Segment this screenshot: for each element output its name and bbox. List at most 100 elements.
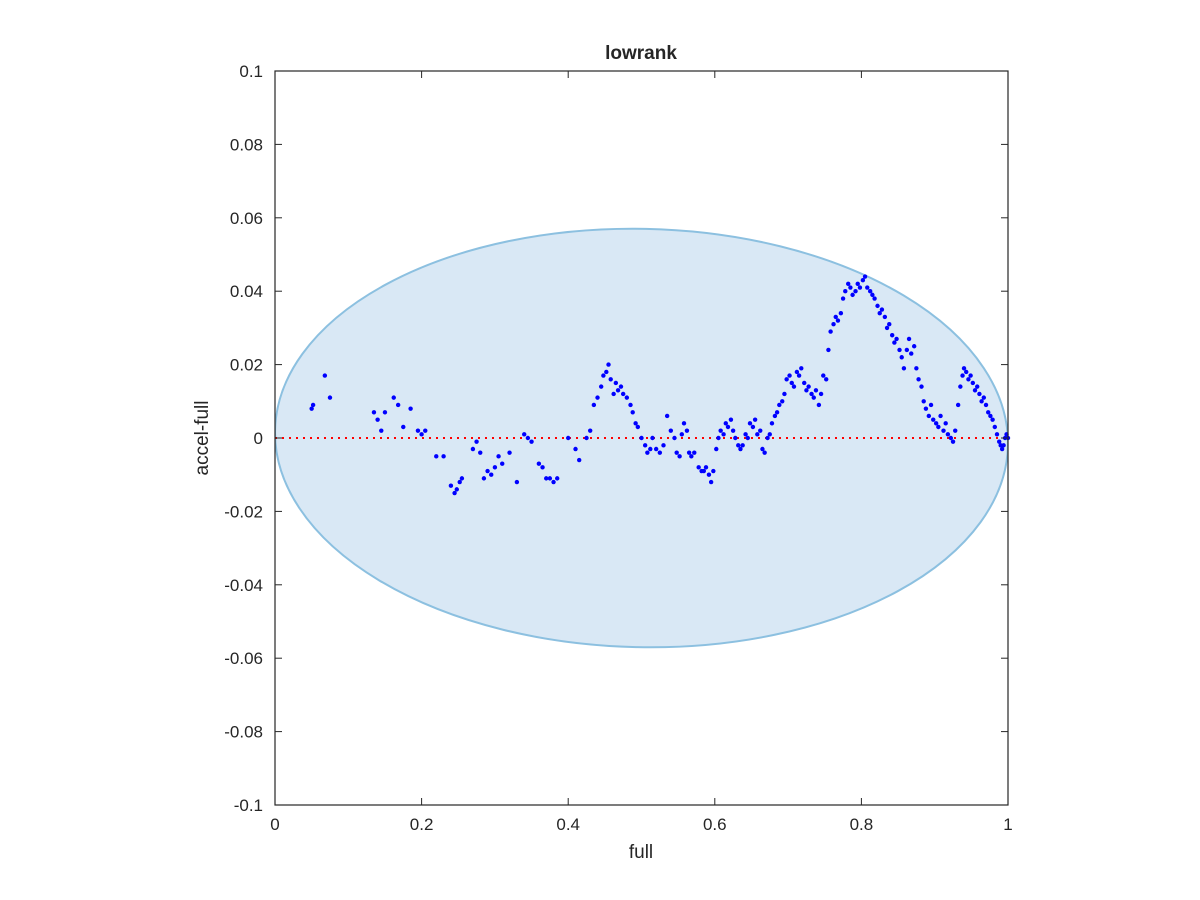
data-point: [716, 435, 721, 441]
data-point: [983, 402, 989, 408]
data-point: [774, 410, 780, 415]
data-point: [906, 336, 912, 342]
data-points-layer: [309, 274, 1011, 496]
y-tick-label: -0.06: [224, 649, 263, 668]
data-point: [395, 402, 401, 408]
data-point: [843, 289, 848, 294]
data-point: [848, 285, 853, 290]
data-point: [379, 428, 384, 433]
data-point: [478, 450, 483, 455]
data-point: [730, 428, 736, 433]
data-point: [454, 487, 459, 492]
y-tick-label: -0.02: [224, 502, 263, 521]
data-point: [457, 479, 462, 485]
data-point: [955, 402, 961, 408]
data-point: [489, 472, 494, 477]
x-tick-label: 0.4: [556, 815, 580, 834]
data-point: [615, 388, 621, 393]
data-point: [684, 428, 690, 433]
data-point: [994, 432, 1000, 437]
data-point: [650, 435, 655, 441]
y-axis-label: accel-full: [192, 401, 213, 476]
data-point: [999, 446, 1005, 452]
data-point: [441, 454, 446, 459]
data-point: [936, 424, 941, 430]
data-point: [928, 402, 934, 408]
data-point: [689, 454, 694, 459]
data-point: [736, 443, 741, 448]
data-point: [992, 424, 998, 430]
y-tick-label: 0.08: [230, 135, 263, 154]
data-point: [547, 476, 553, 481]
data-point: [401, 424, 406, 430]
data-point: [613, 380, 619, 386]
y-tick-label: -0.1: [234, 796, 263, 815]
data-point: [862, 274, 868, 279]
data-point: [809, 391, 814, 397]
data-point: [696, 465, 701, 470]
data-point: [919, 384, 924, 389]
data-point: [931, 417, 936, 422]
data-point: [933, 421, 939, 426]
data-point: [791, 384, 797, 389]
data-point: [923, 406, 929, 411]
data-point: [630, 410, 635, 415]
data-point: [945, 432, 951, 437]
data-point: [811, 395, 816, 400]
data-point: [892, 340, 897, 345]
data-point: [587, 428, 593, 433]
data-point: [894, 336, 899, 342]
data-point: [500, 461, 505, 466]
data-point: [921, 399, 926, 404]
data-point: [423, 428, 428, 433]
data-point: [818, 391, 824, 397]
data-point: [960, 373, 965, 378]
y-tick-label: -0.04: [224, 576, 263, 595]
data-point: [765, 435, 770, 441]
data-point: [309, 406, 314, 411]
data-point: [796, 373, 802, 378]
data-point: [850, 292, 855, 298]
data-point: [938, 413, 943, 419]
data-point: [371, 410, 377, 415]
data-point: [997, 439, 1002, 444]
data-point: [536, 461, 542, 466]
data-point: [909, 351, 914, 356]
data-point: [772, 413, 778, 419]
data-point: [867, 289, 873, 294]
data-point: [485, 468, 490, 474]
data-point: [981, 395, 987, 400]
data-point: [767, 432, 772, 437]
data-point: [755, 432, 760, 437]
data-point: [492, 465, 498, 470]
data-point: [310, 402, 316, 408]
data-point: [870, 292, 875, 298]
data-point: [769, 421, 775, 426]
data-point: [728, 417, 734, 422]
data-point: [899, 355, 904, 360]
data-point: [595, 395, 600, 400]
data-point: [668, 428, 674, 433]
data-point: [681, 421, 687, 426]
data-point: [777, 402, 782, 408]
data-point: [986, 410, 991, 415]
data-point: [648, 446, 653, 452]
data-point: [375, 417, 380, 422]
data-point: [926, 413, 932, 419]
data-point: [635, 424, 641, 430]
data-point: [391, 395, 396, 400]
data-point: [897, 347, 902, 353]
data-point: [979, 399, 984, 404]
data-point: [835, 318, 841, 323]
data-point: [525, 435, 531, 441]
data-point: [828, 329, 833, 334]
data-point: [507, 450, 512, 455]
data-point: [529, 439, 534, 444]
data-point: [821, 373, 826, 378]
data-point: [916, 377, 921, 382]
data-point: [889, 333, 895, 338]
data-point: [943, 421, 948, 426]
data-point: [958, 384, 963, 389]
y-tick-label: 0.02: [230, 356, 263, 375]
data-point: [718, 428, 723, 433]
